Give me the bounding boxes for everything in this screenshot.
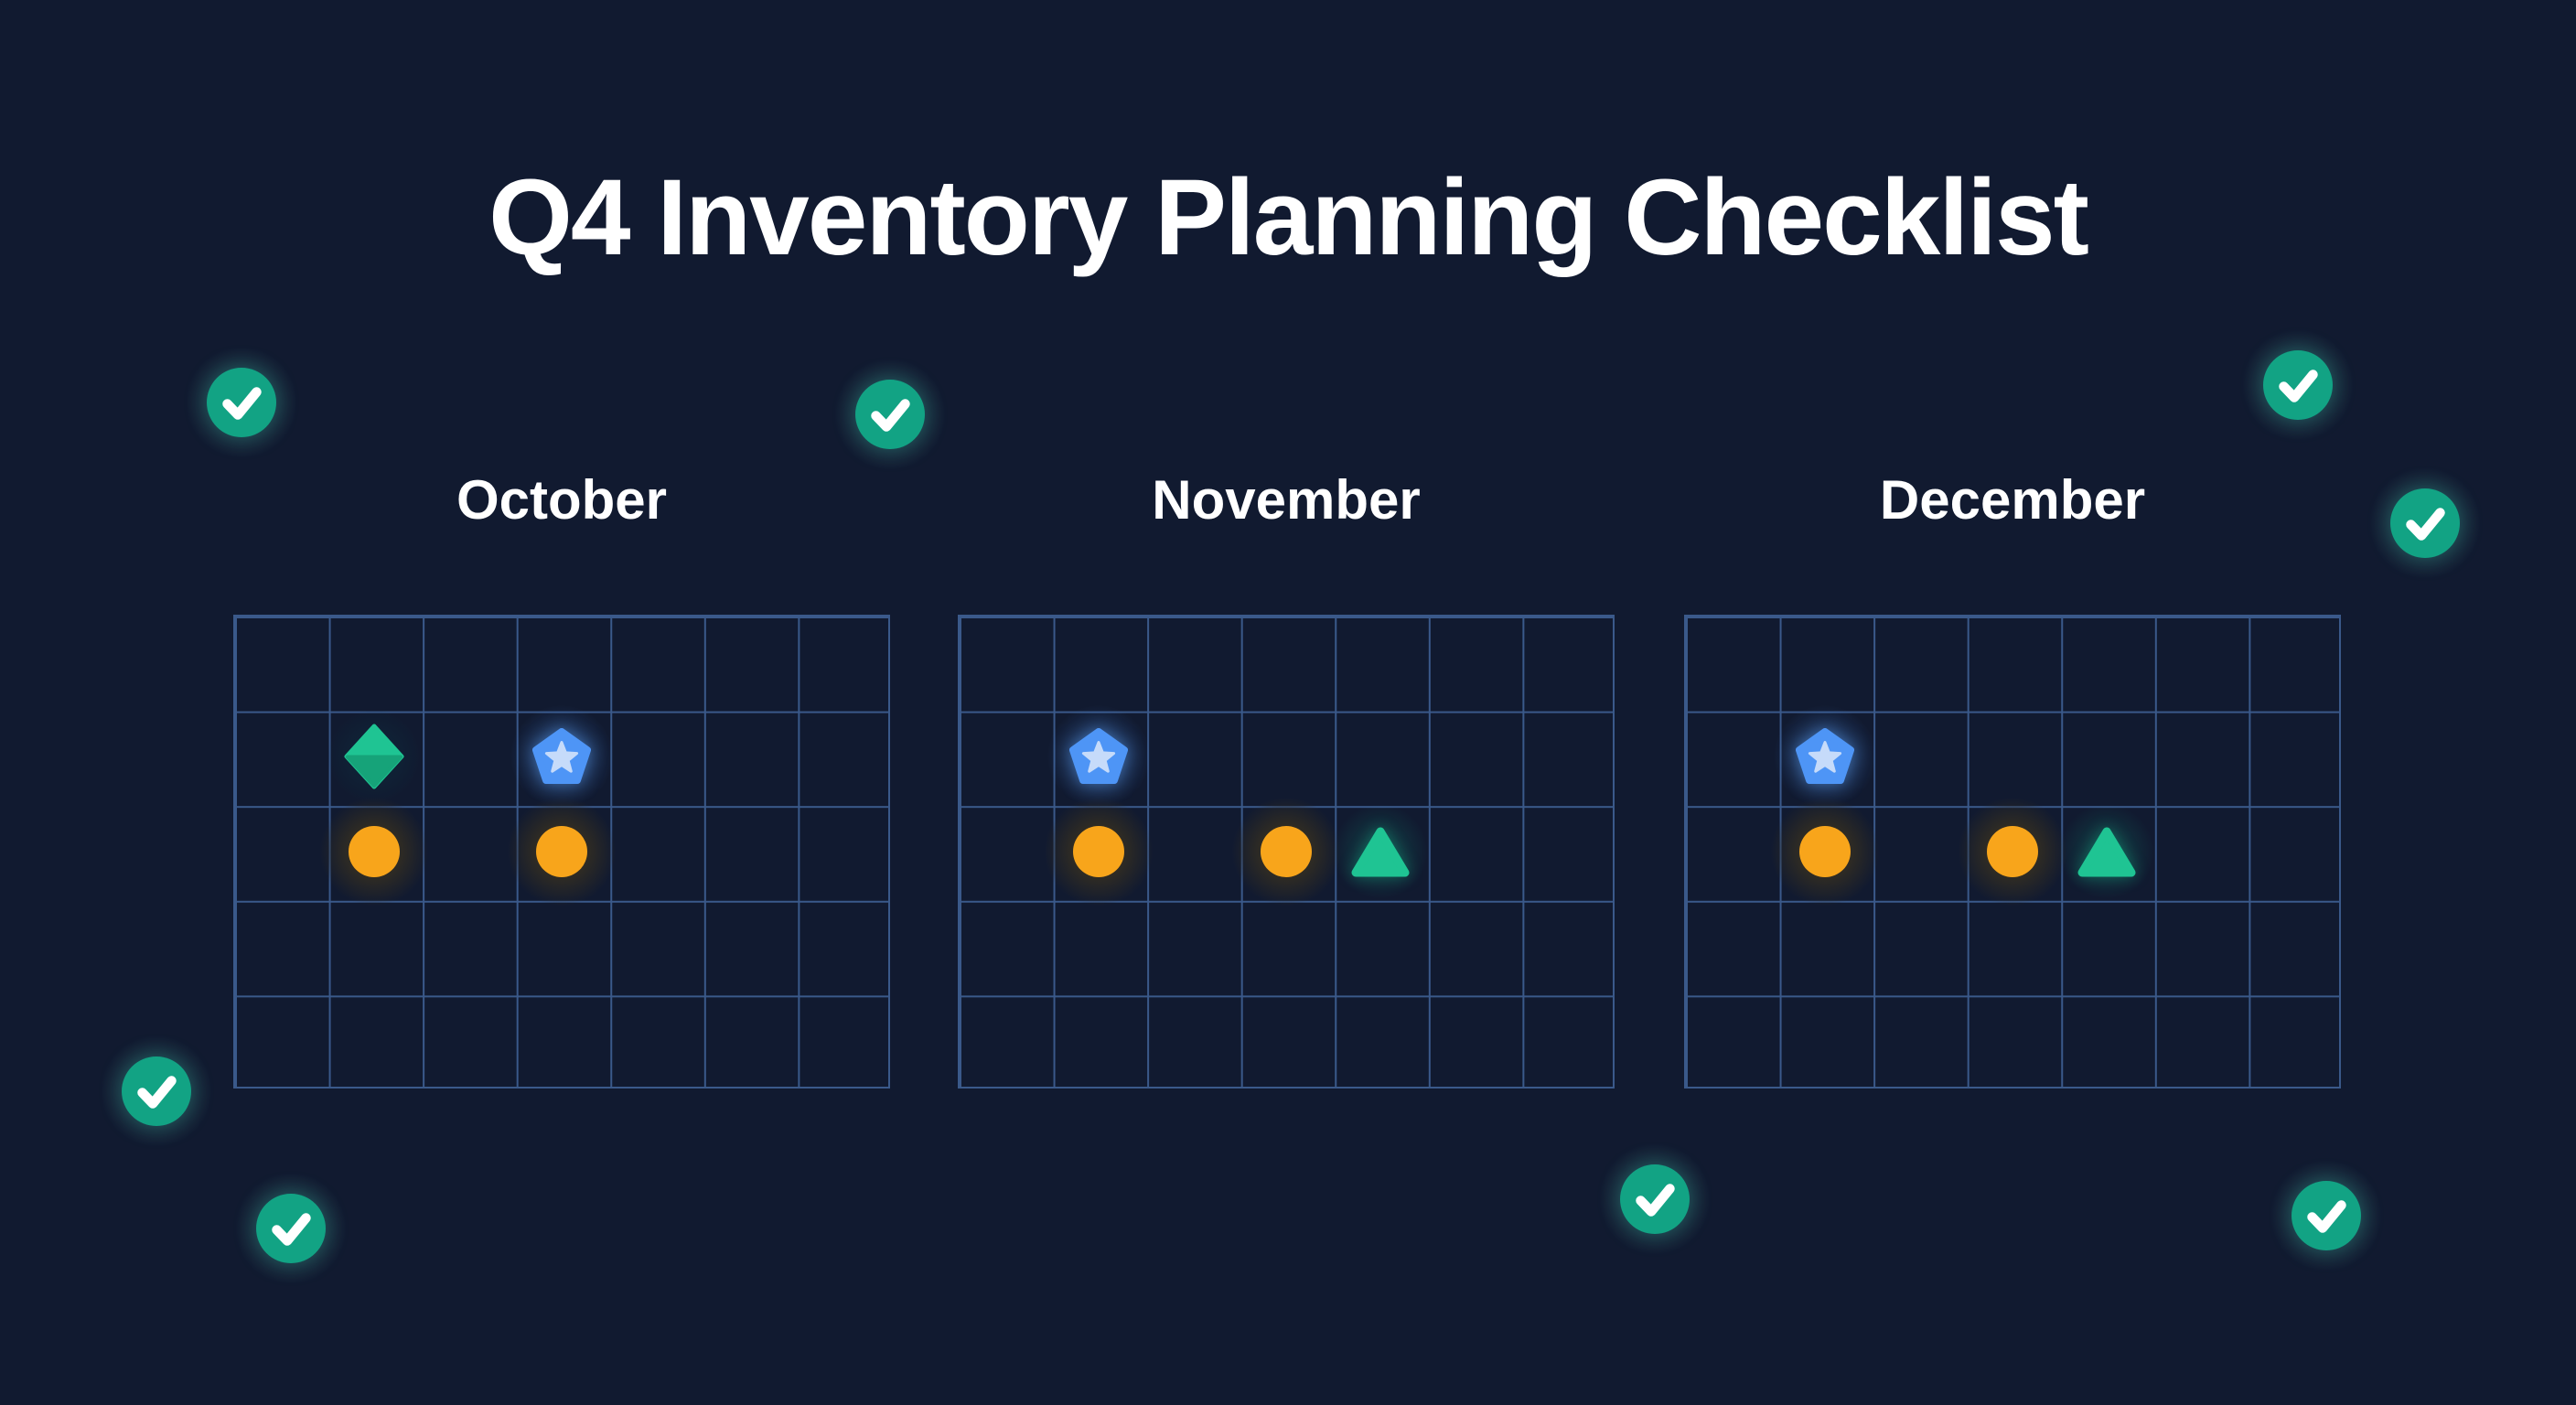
circle-marker	[348, 825, 401, 878]
star-pentagon-marker	[1795, 727, 1854, 786]
checkmark-badge	[121, 1056, 192, 1127]
check-icon	[122, 1056, 191, 1126]
checkmark-badge	[1619, 1164, 1690, 1235]
checkmark-badge	[2262, 349, 2334, 421]
check-icon	[2292, 1181, 2361, 1250]
diamond-icon	[344, 724, 404, 789]
star-pentagon-marker	[1068, 727, 1128, 786]
triangle-icon	[1351, 827, 1410, 877]
month-label: October	[456, 469, 668, 531]
circle-icon	[1261, 826, 1312, 877]
check-icon	[207, 368, 276, 437]
month-panel-october: October	[233, 0, 890, 1405]
star-pentagon-icon	[1068, 728, 1128, 785]
check-icon	[855, 380, 925, 449]
month-panel-december: December	[1684, 0, 2341, 1405]
circle-icon	[1072, 826, 1124, 877]
circle-icon	[1987, 826, 2038, 877]
circle-icon	[348, 826, 400, 877]
checkmark-badge	[255, 1193, 327, 1264]
diamond-marker	[344, 724, 404, 789]
month-panel-november: November	[958, 0, 1615, 1405]
star-pentagon-marker	[532, 727, 591, 786]
check-icon	[256, 1194, 326, 1263]
circle-marker	[1986, 825, 2039, 878]
triangle-marker	[1350, 824, 1411, 879]
check-icon	[2390, 488, 2460, 558]
circle-marker	[1798, 825, 1852, 878]
circle-marker	[1072, 825, 1125, 878]
circle-marker	[535, 825, 588, 878]
circle-marker	[1260, 825, 1313, 878]
star-pentagon-icon	[1795, 728, 1854, 785]
checkmark-badge	[854, 379, 926, 450]
checkmark-badge	[2291, 1180, 2362, 1251]
page-title: Q4 Inventory Planning Checklist	[488, 157, 2089, 278]
check-icon	[1620, 1164, 1690, 1234]
checkmark-badge	[2389, 488, 2461, 559]
circle-icon	[1798, 826, 1851, 877]
check-icon	[2263, 350, 2333, 420]
star-pentagon-icon	[532, 728, 591, 785]
triangle-icon	[2077, 827, 2136, 877]
circle-icon	[536, 826, 587, 877]
triangle-marker	[2077, 824, 2137, 879]
month-label: November	[1152, 469, 1421, 531]
month-label: December	[1879, 469, 2146, 531]
checkmark-badge	[206, 367, 277, 438]
